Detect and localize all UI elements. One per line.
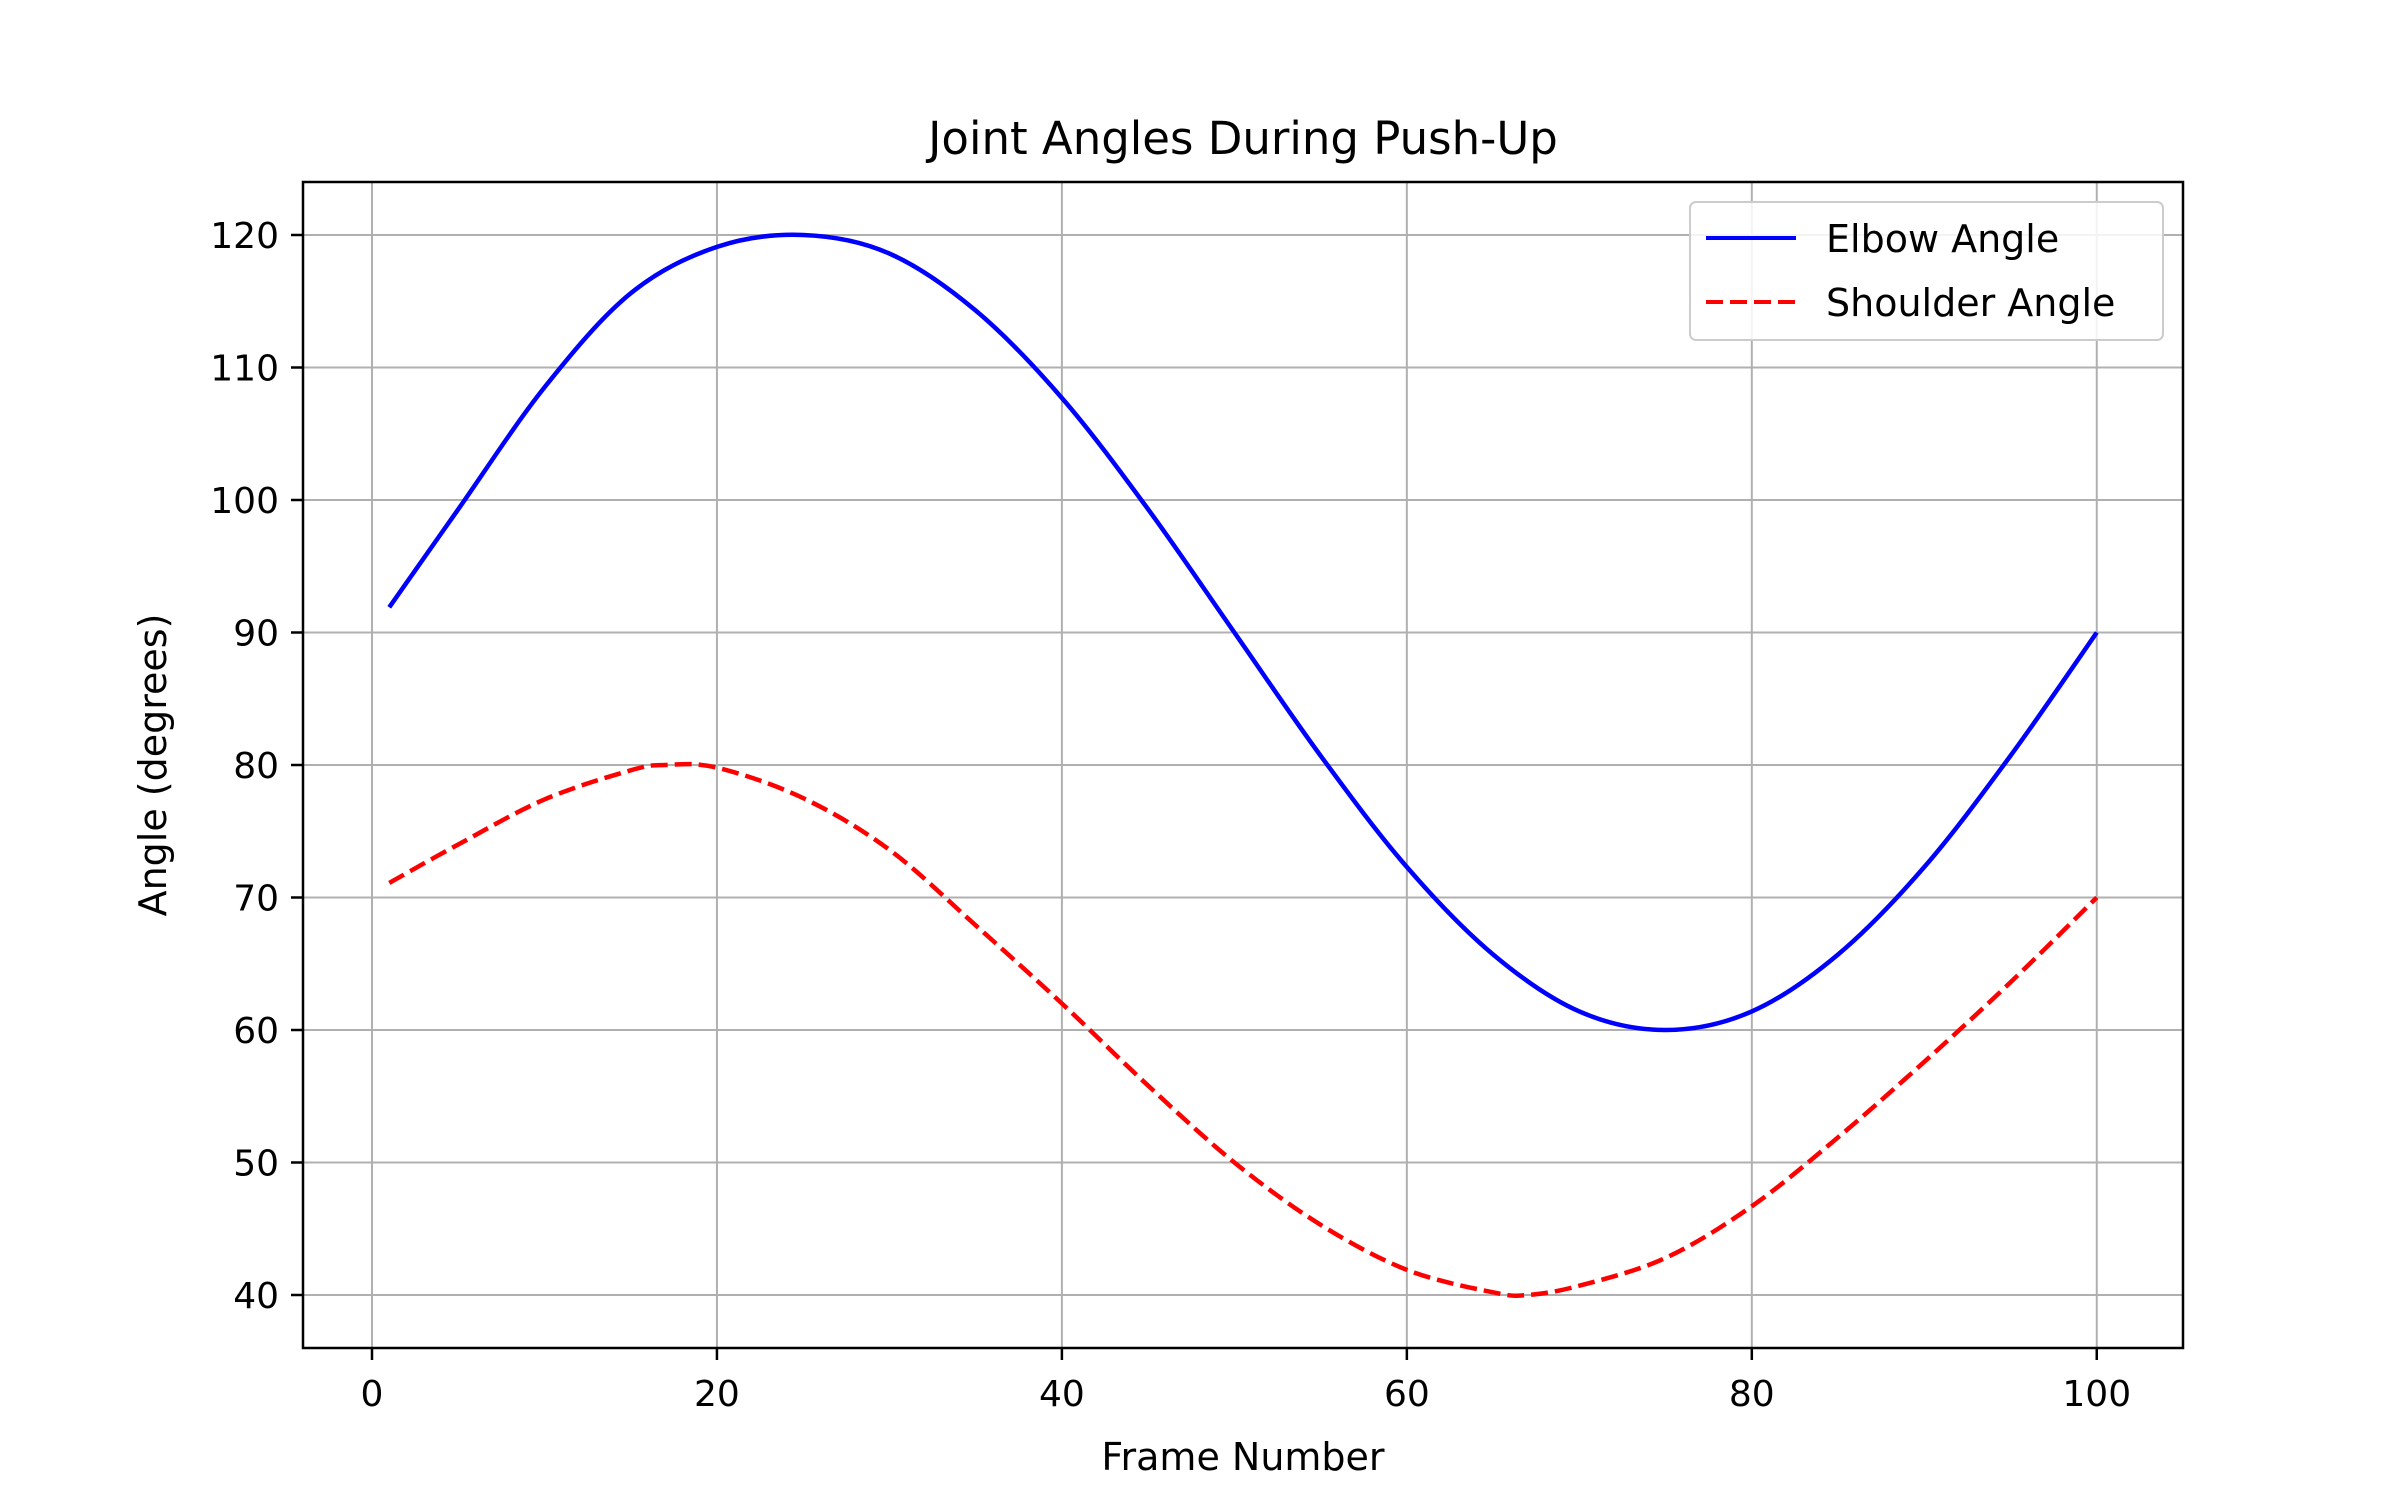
y-axis-ticks: 40 50 60 70 80 90 100 110 120 [210,216,303,1317]
series-line-shoulder [388,761,2099,1299]
x-tick-label: 20 [694,1374,740,1415]
x-tick-label: 100 [2062,1374,2131,1415]
x-tick-label: 60 [1384,1374,1430,1415]
y-tick-label: 70 [233,879,279,920]
y-tick-label: 40 [233,1276,279,1317]
y-tick-label: 110 [210,349,279,390]
y-tick-label: 60 [233,1011,279,1052]
series-lines [387,232,2099,1299]
y-axis-label: Angle (degrees) [131,614,175,917]
y-tick-label: 50 [233,1144,279,1185]
x-tick-label: 80 [1729,1374,1775,1415]
legend-label-shoulder: Shoulder Angle [1826,281,2115,325]
x-axis-label: Frame Number [1101,1435,1385,1479]
x-tick-label: 0 [361,1374,384,1415]
legend-box [1689,201,2164,341]
x-axis-ticks: 0 20 40 60 80 100 [361,1348,2131,1415]
series-line-elbow [387,232,2099,1033]
y-tick-label: 100 [210,481,279,522]
legend-label-elbow: Elbow Angle [1826,217,2059,261]
chart-title: Joint Angles During Push-Up [925,112,1558,165]
y-tick-label: 120 [210,216,279,257]
grid-lines [303,182,2183,1348]
x-tick-label: 40 [1039,1374,1085,1415]
y-tick-label: 80 [233,746,279,787]
y-tick-label: 90 [233,614,279,655]
legend: Elbow Angle Shoulder Angle [1689,201,2164,341]
